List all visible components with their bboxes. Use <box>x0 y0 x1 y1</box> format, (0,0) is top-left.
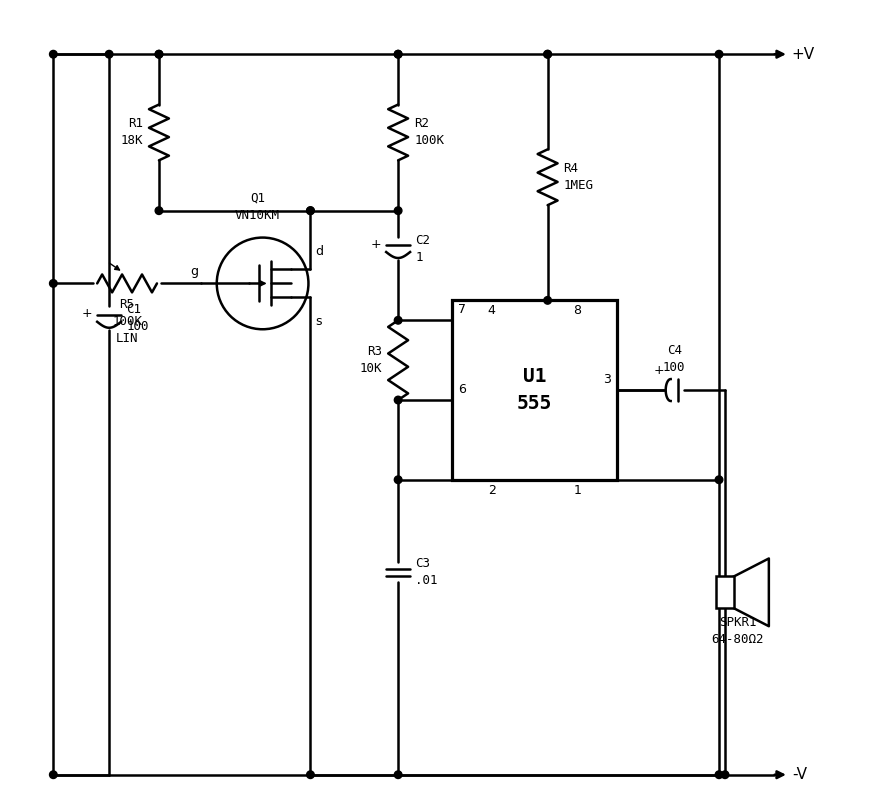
Circle shape <box>155 207 163 214</box>
Circle shape <box>544 50 551 58</box>
Text: g: g <box>190 266 198 279</box>
Circle shape <box>394 771 402 779</box>
Text: 1: 1 <box>574 484 582 497</box>
Text: C3
.01: C3 .01 <box>415 558 438 587</box>
Text: R3
10K: R3 10K <box>359 345 382 375</box>
Text: U1
555: U1 555 <box>517 368 552 413</box>
Text: C1
100: C1 100 <box>126 303 148 333</box>
Text: R1
18K: R1 18K <box>120 117 143 147</box>
Text: SPKR1
64-80Ω2: SPKR1 64-80Ω2 <box>712 617 764 646</box>
Circle shape <box>394 317 402 324</box>
Circle shape <box>394 50 402 58</box>
Text: +V: +V <box>792 47 815 61</box>
Text: +: + <box>82 307 92 320</box>
Bar <box>452 301 617 480</box>
Text: -V: -V <box>792 768 807 782</box>
Text: R5
100K
LIN: R5 100K LIN <box>112 298 142 345</box>
Circle shape <box>106 50 112 58</box>
Circle shape <box>50 771 57 779</box>
Circle shape <box>544 50 551 58</box>
Text: R2
100K: R2 100K <box>414 117 444 147</box>
Circle shape <box>307 771 314 779</box>
Circle shape <box>307 207 314 214</box>
Text: C2
1: C2 1 <box>415 234 430 263</box>
Circle shape <box>715 476 723 483</box>
Circle shape <box>394 396 402 404</box>
Text: 7: 7 <box>458 303 466 316</box>
Circle shape <box>721 771 729 779</box>
Bar <box>716 576 734 608</box>
Circle shape <box>394 207 402 214</box>
Circle shape <box>155 50 163 58</box>
Text: 4: 4 <box>487 305 495 318</box>
Circle shape <box>50 50 57 58</box>
Circle shape <box>715 771 723 779</box>
Text: d: d <box>316 245 324 258</box>
Text: 6: 6 <box>458 383 466 396</box>
Text: +: + <box>371 238 381 250</box>
Text: Q1
VN10KM: Q1 VN10KM <box>235 191 280 221</box>
Text: 3: 3 <box>603 373 611 386</box>
Text: s: s <box>316 315 322 328</box>
Text: 8: 8 <box>574 305 582 318</box>
Text: C4
100: C4 100 <box>663 344 685 374</box>
Circle shape <box>715 50 723 58</box>
Text: 2: 2 <box>487 484 495 497</box>
Circle shape <box>394 50 402 58</box>
Circle shape <box>155 50 163 58</box>
Text: +: + <box>653 364 664 377</box>
Circle shape <box>50 280 57 287</box>
Text: R4
1MEG: R4 1MEG <box>563 162 594 192</box>
Circle shape <box>307 207 314 214</box>
Circle shape <box>394 476 402 483</box>
Circle shape <box>544 297 551 304</box>
